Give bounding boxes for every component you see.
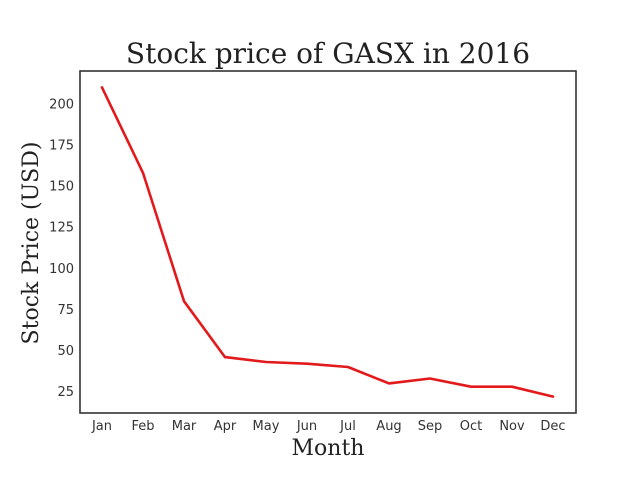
y-tick-label: 25 <box>57 385 74 400</box>
x-tick-label: Oct <box>460 419 482 434</box>
x-tick-label: Jul <box>339 419 356 434</box>
y-tick-label: 100 <box>49 262 74 277</box>
series-line <box>100 86 555 398</box>
x-tick-label: Mar <box>172 419 197 434</box>
x-tick-label: Dec <box>540 419 565 434</box>
y-tick-label: 125 <box>49 221 74 236</box>
x-axis-ticks: Jan Feb Mar Apr May Jun Jul Aug Sep Oct Nov Dec <box>91 419 566 434</box>
plot-area-frame <box>79 70 577 414</box>
chart-title: Stock price of GASX in 2016 <box>126 37 530 70</box>
y-tick-label: 175 <box>49 138 74 153</box>
x-axis-label: Month <box>292 436 365 461</box>
x-tick-label: Jun <box>296 419 317 434</box>
x-tick-label: Nov <box>499 419 525 434</box>
y-axis-ticks: 25 50 75 100 125 150 175 200 <box>49 97 74 400</box>
y-tick-label: 150 <box>49 180 74 195</box>
y-tick-label: 200 <box>49 97 74 112</box>
x-tick-label: Aug <box>376 419 401 434</box>
series-layer <box>100 86 555 398</box>
x-tick-label: Apr <box>214 419 237 434</box>
y-tick-label: 50 <box>57 344 74 359</box>
x-tick-label: Jan <box>91 419 112 434</box>
x-tick-label: May <box>253 419 280 434</box>
y-tick-label: 75 <box>57 303 74 318</box>
x-tick-label: Feb <box>131 419 154 434</box>
x-tick-label: Sep <box>418 419 443 434</box>
y-axis-label: Stock Price (USD) <box>19 142 44 345</box>
